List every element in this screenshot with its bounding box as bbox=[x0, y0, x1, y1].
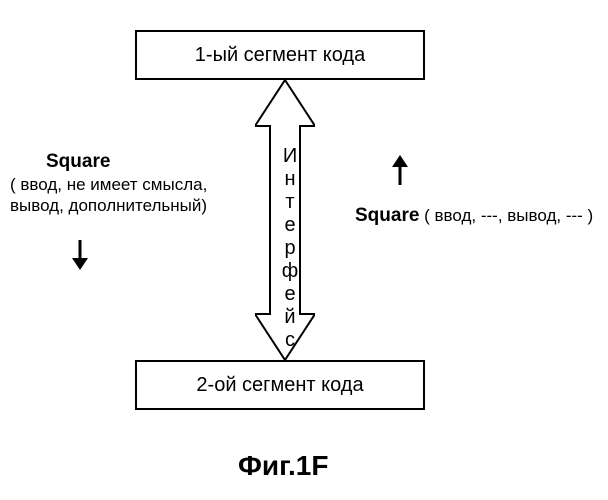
diagram-stage: 1-ый сегмент кода 2-ой сегмент кода Инте… bbox=[0, 0, 608, 500]
left-annotation-params: ( ввод, не имеет смысла, вывод, дополнит… bbox=[10, 174, 240, 217]
segment-top-label: 1-ый сегмент кода bbox=[195, 44, 365, 67]
left-annotation-title: Square bbox=[46, 151, 110, 172]
right-annotation-params: ( ввод, ---, вывод, --- ) bbox=[419, 206, 593, 225]
segment-bottom-label: 2-ой сегмент кода bbox=[196, 374, 363, 397]
left-arrow-down-icon bbox=[70, 240, 90, 270]
left-annotation: Square ( ввод, не имеет смысла, вывод, д… bbox=[10, 150, 240, 216]
right-arrow-up-icon bbox=[390, 155, 410, 185]
interface-label: Интерфейс bbox=[278, 145, 301, 352]
segment-box-top: 1-ый сегмент кода bbox=[135, 30, 425, 80]
right-annotation-title: Square bbox=[355, 205, 419, 226]
segment-box-bottom: 2-ой сегмент кода bbox=[135, 360, 425, 410]
figure-caption: Фиг.1F bbox=[238, 450, 328, 482]
right-annotation: Square ( ввод, ---, вывод, --- ) bbox=[355, 204, 605, 228]
